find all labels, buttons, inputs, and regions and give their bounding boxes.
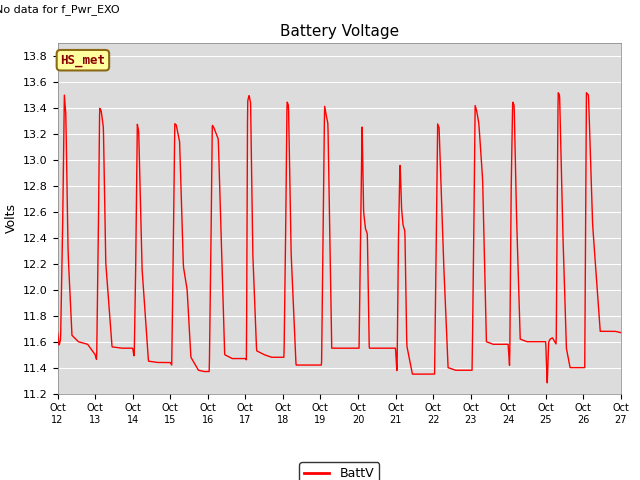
Y-axis label: Volts: Volts <box>4 204 17 233</box>
Title: Battery Voltage: Battery Voltage <box>280 24 399 39</box>
Text: HS_met: HS_met <box>60 54 106 67</box>
Text: No data for f_Pwr_EXO: No data for f_Pwr_EXO <box>0 4 120 15</box>
Legend: BattV: BattV <box>300 462 379 480</box>
